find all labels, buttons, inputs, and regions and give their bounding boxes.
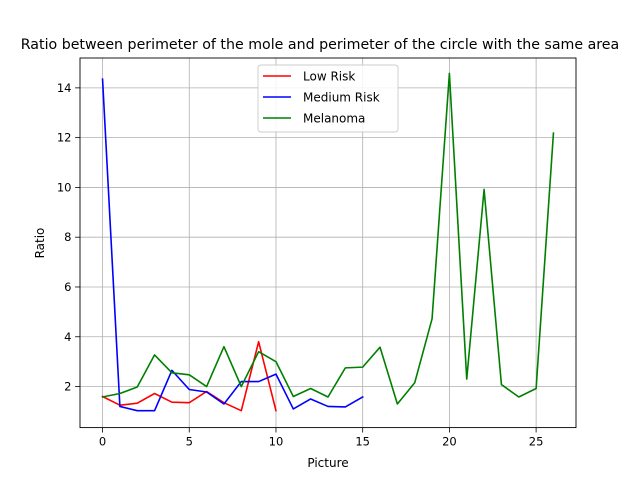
series-line-low-risk: [101, 340, 277, 412]
x-tick-label: 0: [99, 435, 106, 449]
x-tick-label: 10: [269, 435, 284, 449]
x-tick-label: 5: [186, 435, 193, 449]
y-axis-label: Ratio: [33, 228, 47, 259]
legend-label: Melanoma: [303, 111, 365, 125]
chart-title: Ratio between perimeter of the mole and …: [21, 37, 619, 53]
x-axis-label: Picture: [307, 456, 348, 470]
plot-frame: [79, 57, 577, 429]
series-line-melanoma: [101, 72, 555, 405]
x-tick-label: 25: [529, 435, 544, 449]
y-tick-label: 6: [64, 280, 71, 294]
legend: Low Risk Medium Risk Melanoma: [257, 64, 399, 133]
y-tick-label: 4: [64, 330, 71, 344]
axis-ticks: 0 5 10 15 20 25 2 4 6 8 10 12 14: [57, 81, 544, 449]
y-tick-label: 8: [64, 230, 71, 244]
y-tick-label: 14: [57, 81, 72, 95]
x-tick-label: 15: [355, 435, 370, 449]
legend-label: Low Risk: [303, 69, 355, 83]
legend-label: Medium Risk: [303, 90, 380, 104]
legend-box: [257, 64, 399, 133]
y-tick-label: 10: [57, 180, 72, 194]
x-tick-label: 20: [442, 435, 457, 449]
y-tick-label: 2: [64, 380, 71, 394]
y-tick-label: 12: [57, 131, 72, 145]
series-lines: [101, 72, 555, 412]
series-line-medium-risk: [101, 78, 364, 412]
